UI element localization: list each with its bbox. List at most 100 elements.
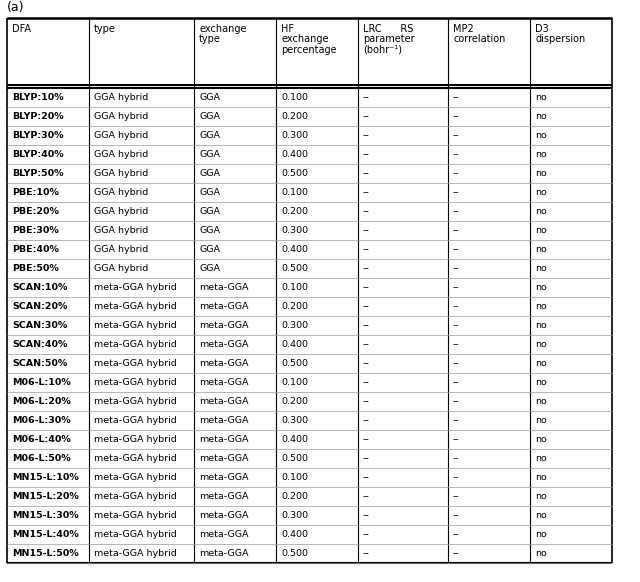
- Text: meta-GGA: meta-GGA: [199, 416, 248, 425]
- Text: --: --: [453, 492, 460, 501]
- Text: --: --: [363, 321, 370, 330]
- Text: D3: D3: [535, 24, 548, 34]
- Text: --: --: [453, 530, 460, 539]
- Text: --: --: [363, 549, 370, 558]
- Text: M06-L:20%: M06-L:20%: [12, 397, 71, 406]
- Text: --: --: [453, 188, 460, 197]
- Text: GGA: GGA: [199, 112, 220, 121]
- Text: --: --: [453, 207, 460, 216]
- Text: 0.300: 0.300: [281, 511, 308, 520]
- Text: 0.200: 0.200: [281, 302, 308, 311]
- Text: GGA: GGA: [199, 150, 220, 159]
- Text: MN15-L:20%: MN15-L:20%: [12, 492, 79, 501]
- Text: meta-GGA hybrid: meta-GGA hybrid: [94, 378, 177, 387]
- Text: GGA: GGA: [199, 188, 220, 197]
- Text: 0.400: 0.400: [281, 150, 308, 159]
- Text: --: --: [453, 359, 460, 368]
- Text: --: --: [363, 112, 370, 121]
- Text: no: no: [535, 454, 547, 463]
- Text: no: no: [535, 397, 547, 406]
- Text: SCAN:50%: SCAN:50%: [12, 359, 67, 368]
- Text: no: no: [535, 169, 547, 178]
- Text: --: --: [453, 321, 460, 330]
- Text: GGA hybrid: GGA hybrid: [94, 264, 148, 273]
- Text: GGA hybrid: GGA hybrid: [94, 188, 148, 197]
- Text: --: --: [363, 435, 370, 444]
- Text: meta-GGA hybrid: meta-GGA hybrid: [94, 359, 177, 368]
- Text: MN15-L:40%: MN15-L:40%: [12, 530, 79, 539]
- Text: no: no: [535, 340, 547, 349]
- Text: 0.400: 0.400: [281, 340, 308, 349]
- Text: no: no: [535, 112, 547, 121]
- Text: --: --: [453, 150, 460, 159]
- Text: --: --: [453, 397, 460, 406]
- Text: percentage: percentage: [281, 45, 337, 55]
- Text: 0.300: 0.300: [281, 321, 308, 330]
- Text: BLYP:40%: BLYP:40%: [12, 150, 63, 159]
- Text: M06-L:30%: M06-L:30%: [12, 416, 70, 425]
- Text: meta-GGA hybrid: meta-GGA hybrid: [94, 454, 177, 463]
- Text: GGA hybrid: GGA hybrid: [94, 150, 148, 159]
- Text: --: --: [363, 226, 370, 235]
- Text: --: --: [363, 283, 370, 292]
- Text: --: --: [363, 397, 370, 406]
- Text: meta-GGA hybrid: meta-GGA hybrid: [94, 283, 177, 292]
- Text: LRC      RS: LRC RS: [363, 24, 413, 34]
- Text: --: --: [363, 416, 370, 425]
- Text: no: no: [535, 302, 547, 311]
- Text: GGA: GGA: [199, 264, 220, 273]
- Text: exchange: exchange: [281, 34, 328, 44]
- Text: --: --: [453, 340, 460, 349]
- Text: M06-L:10%: M06-L:10%: [12, 378, 71, 387]
- Text: 0.200: 0.200: [281, 397, 308, 406]
- Text: MP2: MP2: [453, 24, 474, 34]
- Text: --: --: [363, 207, 370, 216]
- Text: no: no: [535, 511, 547, 520]
- Text: no: no: [535, 245, 547, 254]
- Text: no: no: [535, 264, 547, 273]
- Text: 0.300: 0.300: [281, 131, 308, 140]
- Text: meta-GGA hybrid: meta-GGA hybrid: [94, 492, 177, 501]
- Text: 0.500: 0.500: [281, 549, 308, 558]
- Text: --: --: [453, 112, 460, 121]
- Text: --: --: [453, 416, 460, 425]
- Text: no: no: [535, 321, 547, 330]
- Text: DFA: DFA: [12, 24, 31, 34]
- Text: MN15-L:50%: MN15-L:50%: [12, 549, 79, 558]
- Text: 0.400: 0.400: [281, 245, 308, 254]
- Text: 0.100: 0.100: [281, 473, 308, 482]
- Text: PBE:40%: PBE:40%: [12, 245, 59, 254]
- Text: parameter: parameter: [363, 34, 415, 44]
- Text: meta-GGA: meta-GGA: [199, 511, 248, 520]
- Text: 0.100: 0.100: [281, 93, 308, 102]
- Text: meta-GGA hybrid: meta-GGA hybrid: [94, 340, 177, 349]
- Text: BLYP:30%: BLYP:30%: [12, 131, 63, 140]
- Text: --: --: [453, 302, 460, 311]
- Text: SCAN:30%: SCAN:30%: [12, 321, 67, 330]
- Text: --: --: [363, 302, 370, 311]
- Text: no: no: [535, 549, 547, 558]
- Text: meta-GGA: meta-GGA: [199, 321, 248, 330]
- Text: meta-GGA: meta-GGA: [199, 530, 248, 539]
- Text: 0.200: 0.200: [281, 207, 308, 216]
- Text: GGA: GGA: [199, 207, 220, 216]
- Text: GGA hybrid: GGA hybrid: [94, 112, 148, 121]
- Text: no: no: [535, 359, 547, 368]
- Text: BLYP:20%: BLYP:20%: [12, 112, 63, 121]
- Text: GGA hybrid: GGA hybrid: [94, 207, 148, 216]
- Text: no: no: [535, 93, 547, 102]
- Text: PBE:10%: PBE:10%: [12, 188, 59, 197]
- Text: 0.300: 0.300: [281, 416, 308, 425]
- Text: --: --: [363, 169, 370, 178]
- Text: SCAN:40%: SCAN:40%: [12, 340, 67, 349]
- Text: 0.500: 0.500: [281, 169, 308, 178]
- Text: 0.500: 0.500: [281, 454, 308, 463]
- Text: 0.200: 0.200: [281, 492, 308, 501]
- Text: meta-GGA: meta-GGA: [199, 359, 248, 368]
- Text: --: --: [453, 245, 460, 254]
- Text: meta-GGA hybrid: meta-GGA hybrid: [94, 530, 177, 539]
- Text: MN15-L:10%: MN15-L:10%: [12, 473, 79, 482]
- Text: meta-GGA hybrid: meta-GGA hybrid: [94, 435, 177, 444]
- Text: exchange: exchange: [199, 24, 246, 34]
- Text: no: no: [535, 207, 547, 216]
